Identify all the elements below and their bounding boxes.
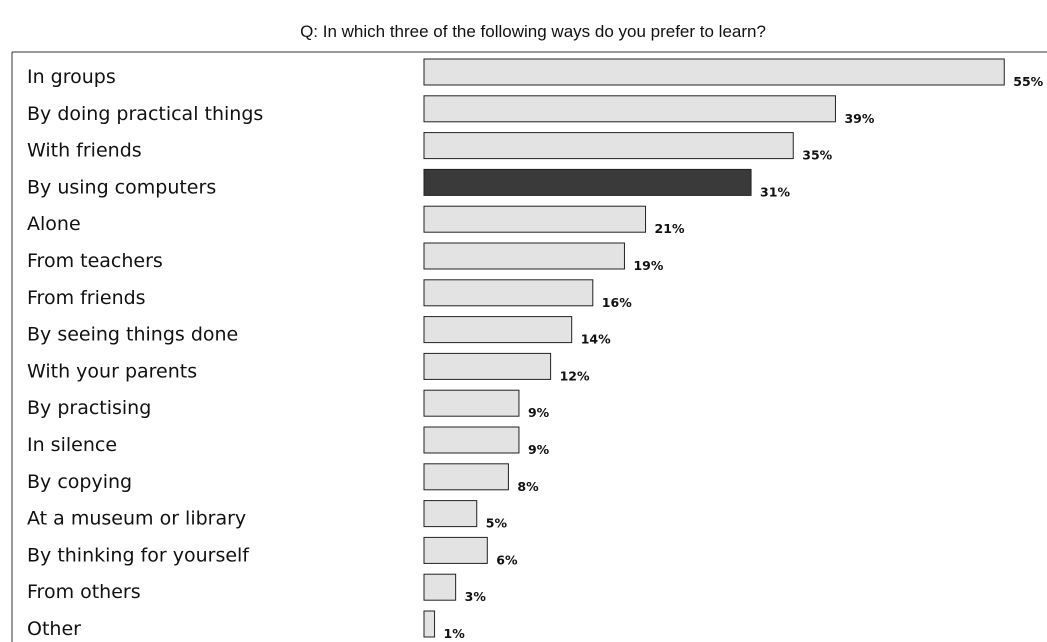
value-label: 9%: [528, 405, 550, 420]
bar: [423, 205, 647, 233]
bar: [423, 610, 436, 638]
value-label: 14%: [581, 332, 611, 347]
category-label: By doing practical things: [27, 103, 263, 125]
value-label: 5%: [486, 516, 508, 531]
value-label: 16%: [602, 295, 632, 310]
value-label: 35%: [802, 148, 832, 163]
category-label: At a museum or library: [27, 508, 246, 530]
value-label: 31%: [760, 184, 790, 199]
value-label: 55%: [1013, 74, 1043, 89]
chart-title: Q: In which three of the following ways …: [300, 22, 766, 41]
category-label: From teachers: [27, 250, 163, 272]
category-label: By using computers: [27, 176, 216, 198]
bar: [423, 168, 752, 196]
category-label: By seeing things done: [27, 324, 238, 346]
category-label: In groups: [27, 66, 116, 88]
category-label: Other: [27, 618, 81, 640]
category-label: In silence: [27, 434, 117, 456]
category-label: By practising: [27, 397, 151, 419]
category-label: Alone: [27, 213, 81, 235]
bar: [423, 463, 509, 491]
bar: [423, 352, 552, 380]
bar: [423, 500, 478, 528]
bar: [423, 279, 594, 307]
bar: [423, 389, 520, 417]
bar: [423, 132, 794, 160]
bar: [423, 426, 520, 454]
value-label: 21%: [655, 221, 685, 236]
category-label: From others: [27, 581, 141, 603]
category-label: By thinking for yourself: [27, 544, 250, 566]
value-label: 19%: [633, 258, 663, 273]
bar-rows: In groups 55% By doing practical things 39%…: [27, 58, 1044, 641]
value-label: 1%: [444, 626, 466, 641]
value-label: 8%: [517, 479, 539, 494]
value-label: 39%: [844, 111, 874, 126]
category-label: With friends: [27, 140, 142, 162]
value-label: 9%: [528, 442, 550, 457]
value-label: 3%: [465, 589, 487, 604]
bar: [423, 316, 573, 344]
category-label: By copying: [27, 471, 132, 493]
value-label: 6%: [496, 552, 518, 567]
category-label: With your parents: [27, 360, 197, 382]
value-label: 12%: [560, 368, 590, 383]
bar: [423, 242, 625, 270]
category-label: From friends: [27, 287, 146, 309]
bar: [423, 95, 836, 123]
bar: [423, 573, 457, 601]
bar: [423, 536, 488, 564]
bar: [423, 58, 1005, 86]
